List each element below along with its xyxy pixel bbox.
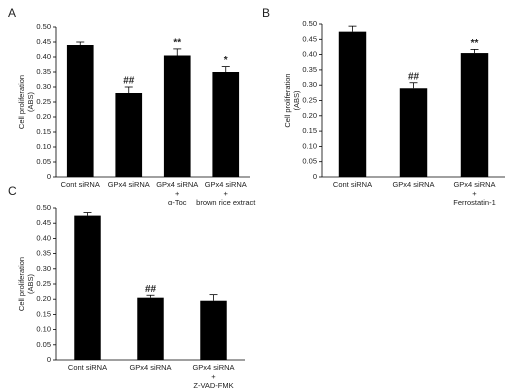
x-tick-label: + <box>211 372 216 381</box>
y-axis-label: (ABS) <box>26 92 35 113</box>
panel-label: C <box>8 184 17 198</box>
y-tick-label: 0 <box>47 172 51 181</box>
y-tick-label: 0.35 <box>302 65 317 74</box>
y-tick-label: 0.20 <box>36 294 51 303</box>
y-tick-label: 0.40 <box>36 233 51 242</box>
x-tick-label: GPx4 siRNA <box>453 180 495 189</box>
y-axis-label: Cell proliferation <box>17 75 26 129</box>
y-tick-label: 0.15 <box>36 127 51 136</box>
x-tick-label: Z-VAD-FMK <box>193 381 233 390</box>
bar <box>137 297 164 360</box>
y-axis-label: Cell proliferation <box>283 73 292 127</box>
x-tick-label: α-Toc <box>168 198 187 207</box>
y-tick-label: 0.25 <box>36 97 51 106</box>
y-axis-label: Cell proliferation <box>17 257 26 311</box>
panel-label: A <box>8 6 16 20</box>
bar <box>399 88 428 177</box>
x-tick-label: GPx4 siRNA <box>392 180 434 189</box>
significance-label: * <box>224 55 228 66</box>
y-tick-label: 0.10 <box>302 141 317 150</box>
y-tick-label: 0.15 <box>36 309 51 318</box>
bar <box>163 55 191 177</box>
x-tick-label: GPx4 siRNA <box>156 180 198 189</box>
x-tick-label: Cont siRNA <box>68 363 107 372</box>
y-tick-label: 0.30 <box>36 82 51 91</box>
y-tick-label: 0.05 <box>36 340 51 349</box>
y-tick-label: 0.25 <box>302 95 317 104</box>
y-tick-label: 0 <box>313 172 317 181</box>
significance-label: ## <box>123 76 135 87</box>
y-tick-label: 0.05 <box>36 157 51 166</box>
y-tick-label: 0.40 <box>36 52 51 61</box>
y-tick-label: 0.50 <box>302 19 317 28</box>
bar <box>212 72 240 177</box>
y-tick-label: 0.40 <box>302 50 317 59</box>
x-tick-label: Ferrostatin-1 <box>453 198 496 207</box>
y-axis-label: (ABS) <box>26 274 35 295</box>
x-tick-label: + <box>472 189 477 198</box>
significance-label: ## <box>145 284 157 295</box>
y-tick-label: 0.30 <box>302 80 317 89</box>
x-tick-label: Cont siRNA <box>61 180 100 189</box>
x-tick-label: Cont siRNA <box>333 180 372 189</box>
x-tick-label: GPx4 siRNA <box>192 363 234 372</box>
y-tick-label: 0.20 <box>36 112 51 121</box>
x-tick-label: + <box>224 189 229 198</box>
y-tick-label: 0.25 <box>36 279 51 288</box>
bar <box>200 300 227 360</box>
y-tick-label: 0.45 <box>302 34 317 43</box>
y-tick-label: 0.20 <box>302 111 317 120</box>
bar <box>115 93 143 177</box>
significance-label: ** <box>173 38 181 49</box>
y-tick-label: 0.45 <box>36 218 51 227</box>
significance-label: ** <box>471 38 479 49</box>
x-tick-label: GPx4 siRNA <box>108 180 150 189</box>
x-tick-label: GPx4 siRNA <box>129 363 171 372</box>
y-tick-label: 0.45 <box>36 37 51 46</box>
y-tick-label: 0.05 <box>302 157 317 166</box>
x-tick-label: + <box>175 189 180 198</box>
x-tick-label: brown rice extract <box>196 198 256 207</box>
y-axis-label: (ABS) <box>292 90 301 111</box>
y-tick-label: 0.35 <box>36 249 51 258</box>
x-tick-label: GPx4 siRNA <box>205 180 247 189</box>
panel-label: B <box>262 6 270 20</box>
y-tick-label: 0.10 <box>36 142 51 151</box>
bar <box>74 215 101 360</box>
significance-label: ## <box>408 71 420 82</box>
y-tick-label: 0.10 <box>36 325 51 334</box>
y-tick-label: 0 <box>47 355 51 364</box>
bar <box>338 31 367 178</box>
y-tick-label: 0.30 <box>36 264 51 273</box>
y-tick-label: 0.50 <box>36 22 51 31</box>
y-tick-label: 0.50 <box>36 203 51 212</box>
bar <box>66 45 94 177</box>
y-tick-label: 0.35 <box>36 67 51 76</box>
y-tick-label: 0.15 <box>302 126 317 135</box>
bar <box>460 53 489 177</box>
